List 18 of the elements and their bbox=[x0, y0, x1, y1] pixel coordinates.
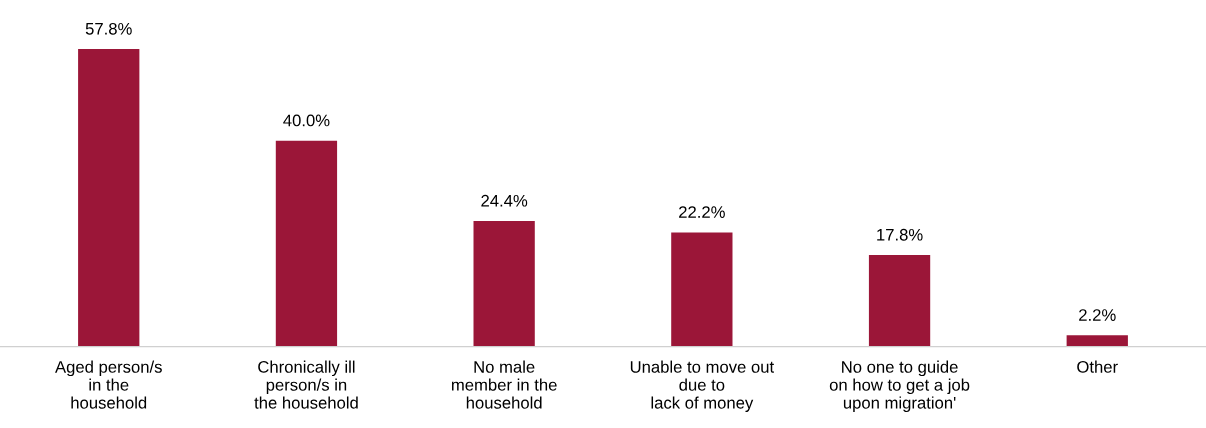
data-label: 24.4% bbox=[481, 194, 528, 207]
data-label: 22.2% bbox=[679, 206, 725, 218]
x-tick-label: Aged person/s in the household bbox=[55, 360, 162, 409]
x-tick-label: Unable to move out due to lack of money bbox=[630, 360, 774, 413]
x-tick-label: Chronically ill person/s in the household bbox=[254, 360, 358, 409]
x-tick-label: No male member in the household bbox=[452, 360, 557, 409]
x-tick-label: No one to guide on how to get a job upon migration' bbox=[829, 360, 970, 413]
bar bbox=[671, 232, 733, 347]
data-label: 40.0% bbox=[283, 114, 330, 127]
data-label: 2.2% bbox=[1079, 309, 1116, 321]
bar bbox=[275, 140, 338, 347]
data-label: 17.8% bbox=[877, 228, 923, 241]
bar bbox=[473, 221, 535, 347]
data-label: 57.8% bbox=[85, 22, 132, 35]
bar bbox=[868, 255, 931, 347]
bar bbox=[1066, 335, 1128, 347]
x-tick-label: Other bbox=[1077, 360, 1118, 373]
bar bbox=[78, 49, 140, 347]
